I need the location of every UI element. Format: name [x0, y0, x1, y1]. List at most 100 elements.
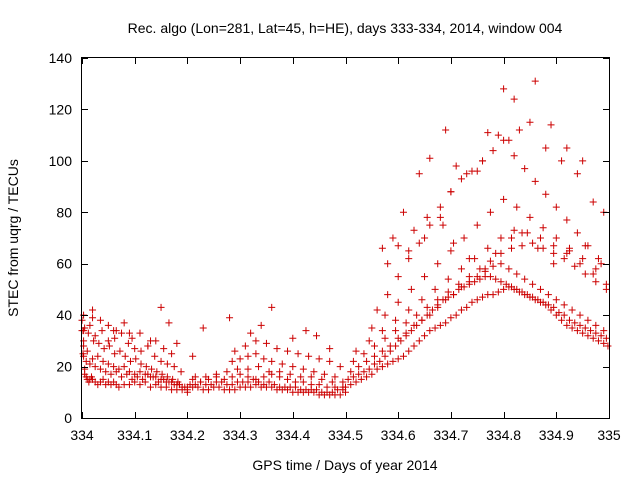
data-point [457, 306, 465, 314]
data-point [423, 213, 431, 221]
data-point [252, 337, 260, 345]
data-point [128, 375, 136, 383]
data-point [547, 121, 555, 129]
data-point [153, 368, 161, 376]
data-point [513, 285, 521, 293]
data-point [373, 365, 381, 373]
data-point [260, 381, 268, 389]
data-point [349, 373, 357, 381]
data-point [86, 360, 94, 368]
x-tick-label: 334 [70, 427, 94, 443]
data-point [252, 350, 260, 358]
data-point [139, 375, 147, 383]
data-point [436, 213, 444, 221]
data-point [426, 221, 434, 229]
data-point [365, 337, 373, 345]
data-point [228, 381, 236, 389]
data-points [78, 77, 612, 399]
data-point [241, 342, 249, 350]
data-point [136, 381, 144, 389]
data-point [90, 337, 98, 345]
data-point [360, 350, 368, 358]
data-point [111, 350, 119, 358]
y-tick-label: 120 [49, 101, 73, 117]
data-point [552, 234, 560, 242]
data-point [539, 298, 547, 306]
data-point [347, 368, 355, 376]
data-point [426, 311, 434, 319]
data-point [526, 213, 534, 221]
data-point [342, 383, 349, 391]
data-point [426, 154, 434, 162]
data-point [158, 370, 166, 378]
data-point [157, 375, 165, 383]
data-point [255, 363, 263, 371]
data-point [426, 327, 434, 335]
data-point [544, 291, 552, 299]
y-axis: 0 20 40 60 80 100 120 140 [49, 50, 609, 426]
data-point [98, 327, 106, 335]
data-point [529, 293, 537, 301]
data-point [542, 190, 550, 198]
data-point [515, 126, 523, 134]
data-point [260, 355, 268, 363]
data-point [594, 337, 602, 345]
data-point [247, 383, 255, 391]
data-point [339, 378, 347, 386]
data-point [299, 378, 307, 386]
data-point [489, 147, 497, 155]
data-point [320, 370, 328, 378]
x-axis-title: GPS time / Days of year 2014 [252, 457, 437, 473]
data-point [223, 368, 231, 376]
data-point [96, 316, 104, 324]
y-tick-label: 140 [49, 50, 73, 66]
data-point [257, 321, 265, 329]
data-point [91, 363, 99, 371]
data-point [168, 350, 176, 358]
data-point [465, 255, 473, 263]
data-point [136, 329, 144, 337]
data-point [534, 296, 542, 304]
data-point [370, 342, 378, 350]
data-point [508, 283, 516, 291]
data-point [174, 378, 182, 386]
data-point [91, 332, 99, 340]
data-point [197, 378, 205, 386]
data-point [121, 352, 129, 360]
data-point [231, 386, 239, 394]
data-point [389, 357, 397, 365]
data-point [116, 347, 124, 355]
data-point [352, 378, 360, 386]
data-point [529, 280, 537, 288]
data-point [82, 357, 90, 365]
data-point [518, 229, 526, 237]
data-point [428, 306, 436, 314]
data-point [415, 337, 423, 345]
x-tick-label: 334.8 [486, 427, 521, 443]
data-point [573, 170, 581, 178]
data-point [581, 324, 589, 332]
data-point [405, 255, 413, 263]
data-point [573, 327, 581, 335]
data-point [284, 375, 292, 383]
data-point [124, 339, 132, 347]
data-point [118, 329, 126, 337]
data-point [444, 275, 452, 283]
data-point [558, 157, 566, 165]
data-point [331, 373, 339, 381]
data-point [405, 247, 413, 255]
data-point [373, 306, 381, 314]
x-tick-label: 334.2 [170, 427, 205, 443]
data-point [228, 357, 236, 365]
chart-title: Rec. algo (Lon=281, Lat=45, h=HE), days … [128, 20, 563, 36]
data-point [413, 311, 421, 319]
data-point [479, 157, 487, 165]
data-point [89, 306, 97, 314]
data-point [447, 314, 455, 322]
data-point [107, 370, 115, 378]
data-point [589, 270, 597, 278]
data-point [415, 170, 423, 178]
x-tick-label: 334.6 [381, 427, 416, 443]
data-point [552, 296, 560, 304]
data-point [405, 347, 413, 355]
